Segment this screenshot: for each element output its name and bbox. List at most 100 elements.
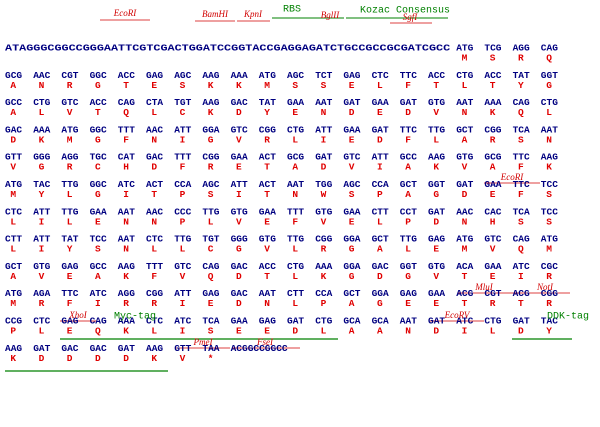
codon: ACT [259,152,276,163]
codon: GAG [202,288,219,299]
codon: AAG [428,152,445,163]
codon: AAC [146,206,163,217]
amino-acid: R [490,134,496,145]
codon: CTC [146,234,163,245]
amino-acid: T [151,189,157,200]
codon: AGG [118,288,135,299]
amino-acid: V [10,162,16,173]
codon: TCC [90,234,107,245]
codon: TTT [118,124,135,135]
amino-acid: V [236,134,242,145]
codon: GCC [5,97,22,108]
amino-acid: E [490,271,496,282]
codon: AAT [118,234,135,245]
amino-acid: D [433,326,439,337]
codon: GTC [174,261,191,272]
amino-acid: R [518,53,524,64]
amino-acid: T [264,271,270,282]
amino-acid: N [546,134,552,145]
codon: GCG [5,70,22,81]
codon: TCT [315,70,332,81]
amino-acid: P [321,298,327,309]
amino-acid: V [236,216,242,227]
amino-acid: D [377,271,383,282]
codon: GAG [61,316,78,327]
amino-acid: E [292,107,298,118]
codon: ATT [231,179,248,190]
codon: GAT [428,206,445,217]
codon: GAA [343,124,360,135]
amino-acid: T [264,162,270,173]
codon: CTG [287,261,304,272]
amino-acid: E [433,244,439,255]
amino-acid: P [180,189,186,200]
amino-acid: A [377,244,383,255]
codon: GCA [343,316,360,327]
amino-acid: M [10,298,16,309]
amino-acid: K [123,326,129,337]
codon: GGA [343,234,360,245]
amino-acid: G [377,298,383,309]
codon: TCA [513,124,530,135]
codon: AGC [174,70,191,81]
amino-acid: D [349,107,355,118]
amino-acid: G [39,162,45,173]
amino-acid: L [39,326,45,337]
amino-acid: E [433,298,439,309]
amino-acid: S [349,189,355,200]
amino-acid: S [546,189,552,200]
codon: CTT [5,234,22,245]
amino-acid: I [236,189,242,200]
amino-acid: Y [39,189,45,200]
amino-acid: S [518,216,524,227]
amino-acid: R [208,162,214,173]
amino-acid: G [95,134,101,145]
codon: CTG [315,316,332,327]
codon: CCG [5,316,22,327]
amino-acid: M [67,134,73,145]
codon: AGA [33,288,50,299]
codon: GCT [343,288,360,299]
codon: CGG [202,152,219,163]
amino-acid: D [39,353,45,364]
amino-acid: A [490,162,496,173]
amino-acid: K [321,271,327,282]
amino-acid: E [67,271,73,282]
codon: CAG [541,43,558,54]
amino-acid: N [405,326,411,337]
codon: TTG [428,124,445,135]
codon: CTG [484,316,501,327]
codon: GAA [259,206,276,217]
codon: AAA [315,261,332,272]
amino-acid: D [321,162,327,173]
amino-acid: W [321,189,327,200]
codon: TGT [174,97,191,108]
feature-label: DDK-tag [547,312,589,323]
amino-acid: S [208,326,214,337]
amino-acid: A [462,134,468,145]
amino-acid: T [462,298,468,309]
codon: AAG [146,343,163,354]
amino-acid: F [518,189,524,200]
codon: TTT [287,206,304,217]
codon: CTT [372,206,389,217]
amino-acid: F [405,80,411,91]
codon: GTG [231,206,248,217]
codon: ACC [428,70,445,81]
codon: GAT [343,97,360,108]
codon: AAG [118,261,135,272]
codon: TAC [33,179,50,190]
amino-acid: K [151,353,157,364]
codon: TTC [400,70,417,81]
codon: GCT [456,124,473,135]
codon: GGA [372,288,389,299]
codon: AAT [287,179,304,190]
amino-acid: G [95,80,101,91]
amino-acid: Q [546,53,552,64]
amino-acid: N [123,216,129,227]
codon: ACT [146,179,163,190]
amino-acid: T [433,80,439,91]
codon: GTC [484,234,501,245]
amino-acid: E [236,326,242,337]
amino-acid: P [405,216,411,227]
